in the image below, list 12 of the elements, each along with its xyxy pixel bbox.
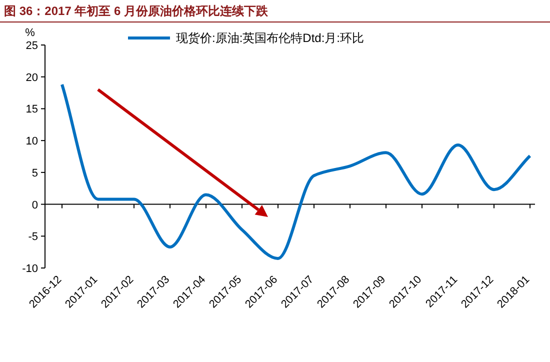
y-tick-label: 25: [26, 40, 38, 52]
y-tick-label: 20: [26, 72, 38, 84]
y-tick-label: 0: [32, 199, 38, 212]
y-axis-title: %: [25, 27, 36, 39]
y-tick-label: 5: [32, 167, 38, 180]
y-tick-label: -5: [28, 231, 38, 244]
line-series: [60, 83, 532, 260]
y-tick-label: 10: [26, 136, 38, 148]
chart-title: 图 36：2017 年初至 6 月份原油价格环比连续下跌: [4, 4, 270, 18]
legend-label: 现货价:原油:英国布伦特Dtd:月:环比: [176, 31, 364, 45]
y-tick-label: -10: [22, 263, 38, 275]
y-tick-label: 15: [26, 104, 38, 116]
